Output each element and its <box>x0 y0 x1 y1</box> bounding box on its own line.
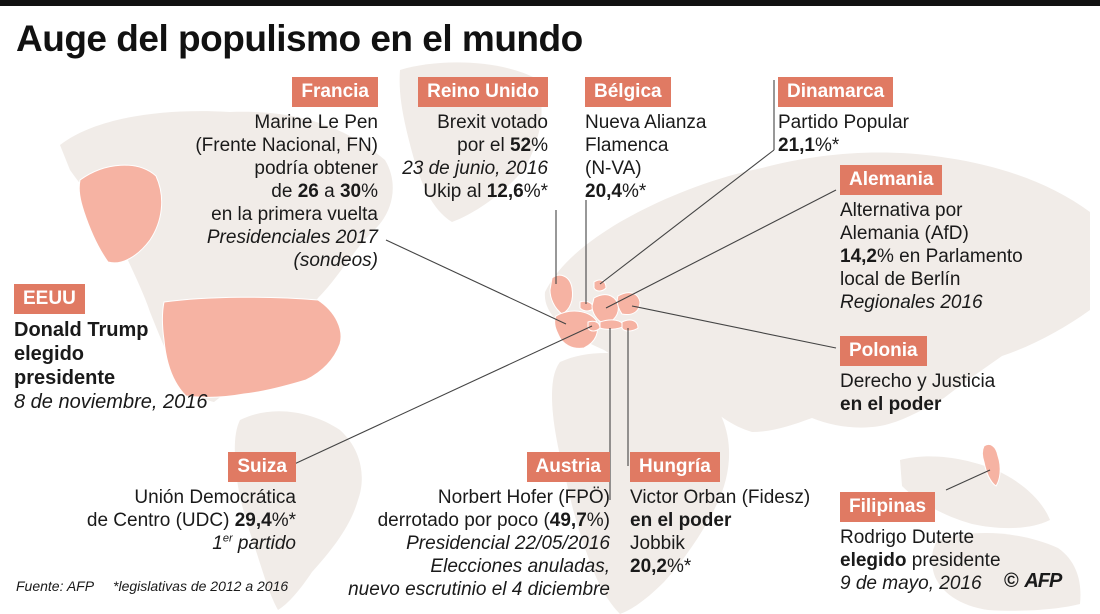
austria-line-2: derrotado por poco (49,7%) <box>377 510 610 531</box>
hungria-line-4: 20,2%* <box>630 556 692 577</box>
highlighted-countries <box>78 164 1001 487</box>
label-belgica: Bélgica <box>585 77 671 107</box>
eeuu-line-4: 8 de noviembre, 2016 <box>14 391 208 413</box>
francia-line-4: de 26 a 30% <box>271 181 378 202</box>
reino-unido-line-1: Brexit votado <box>437 112 548 133</box>
alemania-line-1: Alternativa por <box>840 200 963 221</box>
leader-line-filipinas <box>945 469 991 491</box>
alemania-line-3: 14,2% en Parlamento <box>840 246 1023 267</box>
card-francia: Francia Marine Le Pen (Frente Nacional, … <box>176 77 378 272</box>
footer-source: Fuente: AFP <box>16 578 94 594</box>
polonia-line-1: Derecho y Justicia <box>840 371 996 392</box>
page-title: Auge del populismo en el mundo <box>16 18 583 59</box>
country-suiza <box>587 320 601 332</box>
continent-southeast-asia <box>900 456 1050 529</box>
label-reino-unido: Reino Unido <box>418 77 548 107</box>
label-hungria: Hungría <box>630 452 720 482</box>
leader-line-dinamarca-diag <box>599 149 775 285</box>
austria-line-4: Elecciones anuladas, <box>430 556 610 577</box>
country-filipinas <box>982 443 1001 487</box>
reino-unido-line-3: 23 de junio, 2016 <box>402 158 548 179</box>
francia-line-1: Marine Le Pen <box>254 112 378 133</box>
filipinas-line-1: Rodrigo Duterte <box>840 527 975 548</box>
eeuu-line-2: elegido <box>14 343 85 365</box>
hungria-line-1: Victor Orban (Fidesz) <box>630 487 811 508</box>
label-alemania: Alemania <box>840 165 943 195</box>
leader-line-polonia <box>631 305 837 349</box>
card-eeuu: EEUU Donald Trump elegido presidente 8 d… <box>14 284 234 414</box>
country-alaska <box>78 164 163 264</box>
alemania-line-2: Alemania (AfD) <box>840 223 969 244</box>
leader-lines <box>289 80 991 500</box>
suiza-line-2: de Centro (UDC) 29,4%* <box>86 510 296 531</box>
country-dinamarca <box>593 279 607 292</box>
francia-line-3: podría obtener <box>254 158 378 179</box>
francia-line-7: (sondeos) <box>293 250 379 271</box>
polonia-line-2: en el poder <box>840 394 942 415</box>
card-alemania: Alemania Alternativa por Alemania (AfD) … <box>840 165 1070 314</box>
suiza-line-1: Unión Democrática <box>134 487 296 508</box>
reino-unido-line-4: Ukip al 12,6%* <box>423 181 548 202</box>
card-filipinas: Filipinas Rodrigo Duterte elegido presid… <box>840 492 1030 595</box>
eeuu-line-3: presidente <box>14 367 116 389</box>
continent-eurasia <box>544 152 1090 432</box>
country-eeuu <box>162 296 342 398</box>
afp-logo: AFP <box>1024 570 1062 592</box>
card-belgica: Bélgica Nueva Alianza Flamenca (N-VA) 20… <box>585 77 755 203</box>
belgica-line-2: Flamenca <box>585 135 669 156</box>
country-polonia <box>616 292 641 315</box>
hungria-line-2: en el poder <box>630 510 732 531</box>
card-reino-unido: Reino Unido Brexit votado por el 52% 23 … <box>400 77 548 203</box>
label-francia: Francia <box>292 77 378 107</box>
afp-credit: © AFP <box>1004 570 1062 593</box>
copyright-symbol: © <box>1004 570 1019 592</box>
country-alemania <box>591 294 619 325</box>
country-hungria <box>621 319 639 332</box>
belgica-line-1: Nueva Alianza <box>585 112 707 133</box>
card-hungria: Hungría Victor Orban (Fidesz) en el pode… <box>630 452 830 578</box>
leader-line-francia <box>385 239 567 325</box>
filipinas-line-2: elegido presidente <box>840 550 1001 571</box>
dinamarca-line-1: Partido Popular <box>778 112 909 133</box>
hungria-line-3: Jobbik <box>630 533 685 554</box>
card-austria: Austria Norbert Hofer (FPÖ) derrotado po… <box>318 452 610 601</box>
austria-line-1: Norbert Hofer (FPÖ) <box>437 487 610 508</box>
filipinas-line-3: 9 de mayo, 2016 <box>840 573 982 594</box>
austria-line-5: nuevo escrutinio el 4 diciembre <box>348 579 610 600</box>
belgica-line-4: 20,4%* <box>585 181 647 202</box>
label-eeuu: EEUU <box>14 284 85 314</box>
card-suiza: Suiza Unión Democrática de Centro (UDC) … <box>84 452 296 555</box>
austria-line-3: Presidencial 22/05/2016 <box>406 533 610 554</box>
dinamarca-line-2: 21,1%* <box>778 135 840 156</box>
francia-line-5: en la primera vuelta <box>211 204 378 225</box>
continent-africa <box>552 352 730 614</box>
footer: Fuente: AFP *legislativas de 2012 a 2016 <box>16 578 288 594</box>
belgica-line-3: (N-VA) <box>585 158 642 179</box>
leader-line-alemania <box>605 189 837 309</box>
card-dinamarca: Dinamarca Partido Popular 21,1%* <box>778 77 948 157</box>
footer-note: *legislativas de 2012 a 2016 <box>113 578 289 594</box>
francia-line-6: Presidenciales 2017 <box>206 227 378 248</box>
reino-unido-line-2: por el 52% <box>457 135 548 156</box>
top-rule <box>0 0 1100 6</box>
francia-line-2: (Frente Nacional, FN) <box>195 135 378 156</box>
label-dinamarca: Dinamarca <box>778 77 894 107</box>
alemania-line-4: local de Berlín <box>840 269 961 290</box>
label-filipinas: Filipinas <box>840 492 936 522</box>
eeuu-line-1: Donald Trump <box>14 319 149 341</box>
leader-line-suiza <box>289 325 593 467</box>
country-francia <box>554 310 598 349</box>
card-polonia: Polonia Derecho y Justicia en el poder <box>840 336 1040 416</box>
country-austria <box>599 319 625 330</box>
label-suiza: Suiza <box>228 452 296 482</box>
label-polonia: Polonia <box>840 336 927 366</box>
country-reino-unido <box>549 274 573 315</box>
label-austria: Austria <box>526 452 610 482</box>
suiza-line-3: 1er partido <box>212 532 296 554</box>
continent-australia <box>931 533 1081 611</box>
alemania-line-5: Regionales 2016 <box>840 292 983 313</box>
